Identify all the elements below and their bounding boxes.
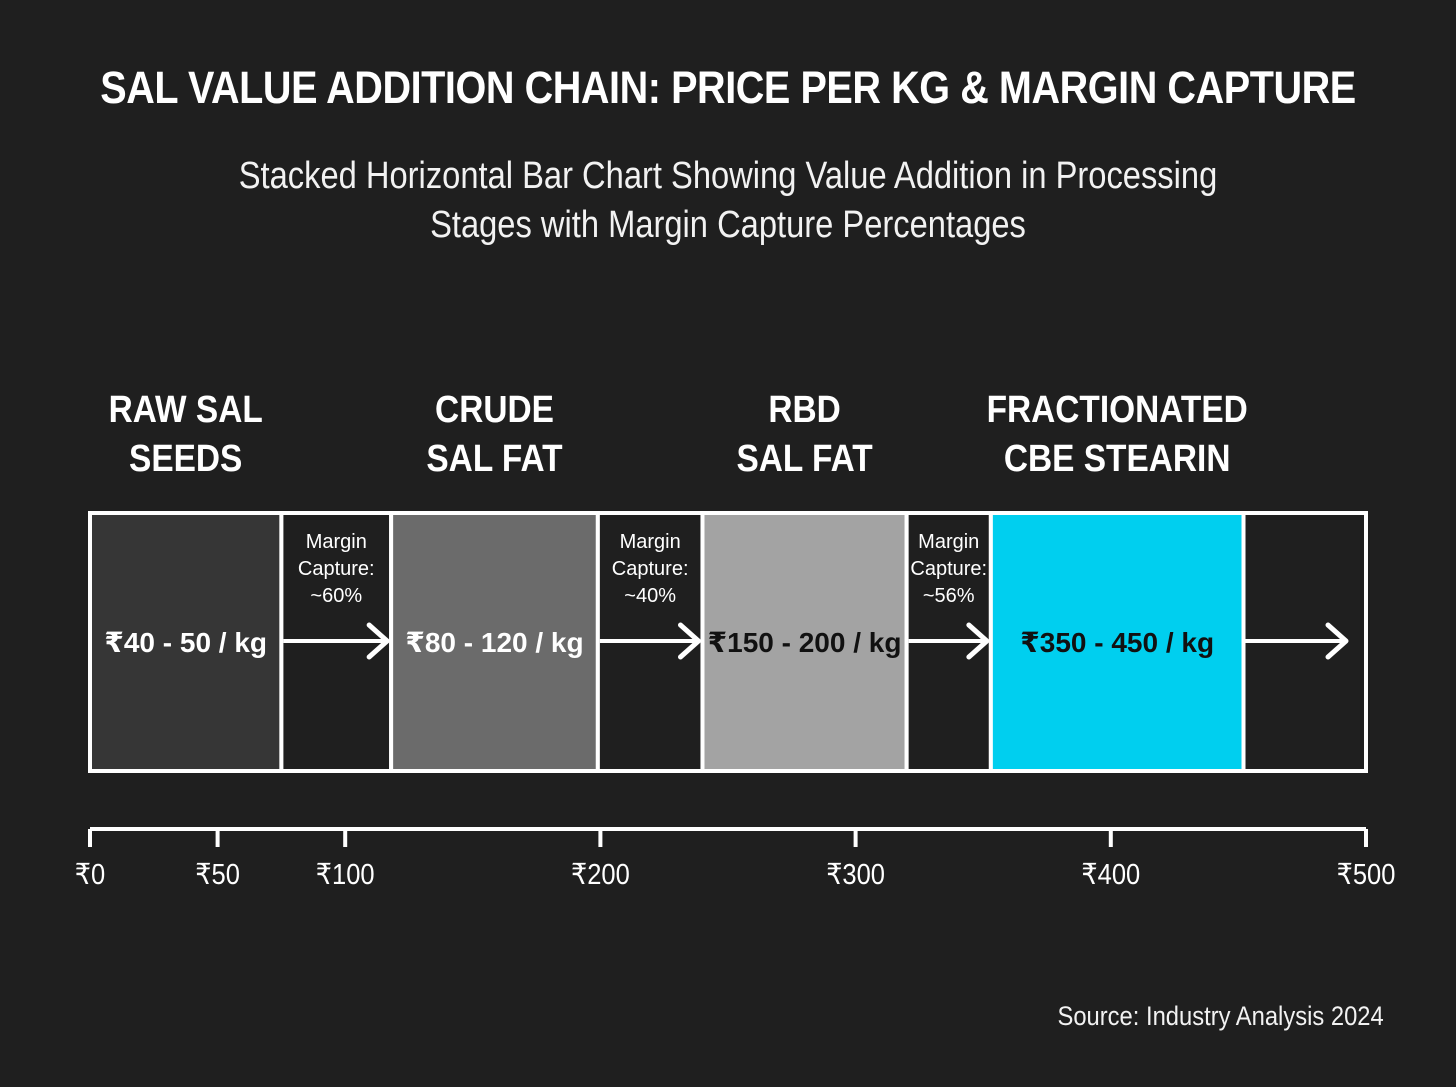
- stage-name-label: CBE STEARIN: [1004, 437, 1231, 479]
- margin-capture-label: ~56%: [923, 585, 975, 607]
- margin-arrow-icon: [283, 622, 390, 660]
- margin-capture-label: Margin: [620, 531, 681, 553]
- bar-group: ₹40 - 50 / kg Margin Capture: ~60% ₹80 - 120…: [88, 511, 1369, 773]
- price-label: ₹40 - 50 / kg: [104, 627, 267, 658]
- stage-name-label: FRACTIONATED: [987, 388, 1248, 430]
- stage-name-label: RBD: [768, 388, 840, 430]
- x-tick-label: ₹500: [1337, 857, 1396, 890]
- arrow-head-icon: [1325, 622, 1349, 660]
- x-tick-label: ₹300: [826, 857, 885, 890]
- arrow-head-icon: [366, 622, 390, 660]
- x-tick-label: ₹0: [75, 857, 105, 890]
- stage-name-label: RAW SAL: [109, 388, 263, 430]
- margin-capture-label: Margin: [918, 531, 979, 553]
- margin-capture-label: ~40%: [624, 585, 676, 607]
- bar-outline: [88, 511, 1368, 773]
- x-tick-label: ₹100: [316, 857, 375, 890]
- chart-title: SAL VALUE ADDITION CHAIN: PRICE PER KG &…: [100, 62, 1356, 113]
- margin-capture-label: Capture:: [298, 558, 375, 580]
- price-label: ₹350 - 450 / kg: [1020, 627, 1214, 658]
- source-note: Source: Industry Analysis 2024: [1057, 1001, 1384, 1031]
- stage-name-label: SEEDS: [129, 437, 242, 479]
- stage-name-label: SAL FAT: [426, 437, 562, 479]
- price-label: ₹150 - 200 / kg: [708, 627, 902, 658]
- stage-name-label: CRUDE: [435, 388, 554, 430]
- subtitle-line-2: Stages with Margin Capture Percentages: [430, 204, 1026, 246]
- stage-labels: RAW SAL SEEDS CRUDE SAL FAT RBD SAL FAT FRACTI…: [109, 388, 1248, 479]
- x-tick-label: ₹50: [195, 857, 240, 890]
- margin-capture-label: Capture:: [612, 558, 689, 580]
- margin-capture-label: Capture:: [910, 558, 987, 580]
- x-tick-label: ₹400: [1081, 857, 1140, 890]
- margin-capture-label: ~60%: [310, 585, 362, 607]
- x-tick-label: ₹200: [571, 857, 630, 890]
- margin-arrow-icon: [908, 622, 990, 660]
- stage-name-label: SAL FAT: [736, 437, 872, 479]
- price-label: ₹80 - 120 / kg: [405, 627, 583, 658]
- chart-subtitle: Stacked Horizontal Bar Chart Showing Val…: [102, 152, 1354, 250]
- margin-arrow-icon: [599, 622, 701, 660]
- arrow-head-icon: [966, 622, 990, 660]
- bar-segment-stage-4: [700, 511, 909, 773]
- continuation-arrow-icon: [1245, 622, 1349, 660]
- subtitle-line-1: Stacked Horizontal Bar Chart Showing Val…: [238, 155, 1218, 197]
- arrow-head-icon: [677, 622, 701, 660]
- margin-capture-label: Margin: [306, 531, 367, 553]
- x-axis: ₹0 ₹50 ₹100 ₹200 ₹300 ₹400 ₹500: [75, 827, 1396, 890]
